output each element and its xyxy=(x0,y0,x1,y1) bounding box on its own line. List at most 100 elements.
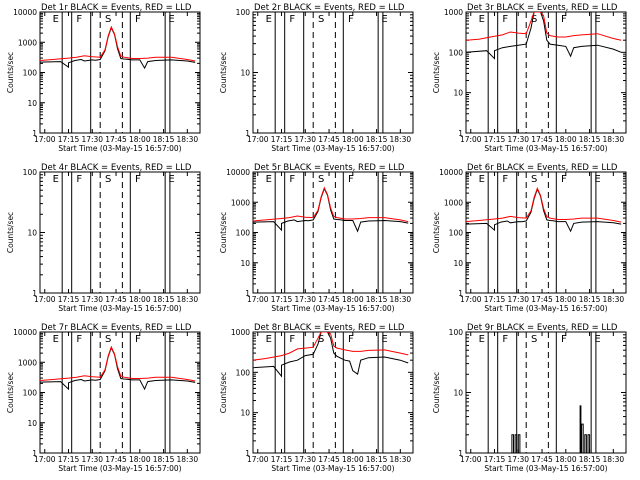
x-tick-label: 17:30 xyxy=(507,295,529,304)
interval-label: E xyxy=(266,174,272,185)
plot-frame xyxy=(465,331,627,454)
x-tick-label: 17:45 xyxy=(318,295,340,304)
y-tick-label: 100 xyxy=(449,328,464,337)
y-tick-label: 1000 xyxy=(18,38,37,47)
interval-label: F xyxy=(289,14,295,25)
interval-label: S xyxy=(318,14,324,25)
x-tick-label: 18:30 xyxy=(603,135,625,144)
series-lld-line xyxy=(466,186,622,223)
panel-title: Det 8r BLACK = Events, RED = LLD xyxy=(254,323,405,333)
plot-frame xyxy=(252,11,414,134)
y-tick-label: 10 xyxy=(240,259,250,268)
x-axis-label: Start Time (03-May-15 16:57:00) xyxy=(58,304,181,313)
plot-frame xyxy=(465,11,627,134)
x-tick-label: 18:00 xyxy=(342,295,364,304)
panel-title: Det 4r BLACK = Events, RED = LLD xyxy=(41,163,192,173)
y-tick-label: 100 xyxy=(23,168,38,177)
interval-label: S xyxy=(531,174,537,185)
y-axis-label: Counts/sec xyxy=(432,212,441,253)
x-tick-label: 17:15 xyxy=(484,455,506,464)
series-lld-line xyxy=(466,12,622,41)
interval-label: E xyxy=(168,14,174,25)
interval-label: F xyxy=(76,14,82,25)
x-tick-label: 18:15 xyxy=(579,455,601,464)
series-events-line xyxy=(466,187,622,233)
plot-frame xyxy=(39,11,201,134)
x-tick-label: 17:45 xyxy=(531,135,553,144)
x-tick-label: 17:45 xyxy=(105,135,127,144)
y-axis-label: Counts/sec xyxy=(6,212,15,253)
interval-label: E xyxy=(381,14,387,25)
x-tick-label: 17:30 xyxy=(294,135,316,144)
panel-title: Det 3r BLACK = Events, RED = LLD xyxy=(467,3,618,13)
x-tick-label: 18:30 xyxy=(390,295,412,304)
x-tick-label: 17:00 xyxy=(247,455,269,464)
interval-label: F xyxy=(289,334,295,345)
x-tick-label: 18:30 xyxy=(177,455,199,464)
x-tick-label: 18:30 xyxy=(177,135,199,144)
interval-label: F xyxy=(348,14,354,25)
x-tick-label: 18:15 xyxy=(366,135,388,144)
series-events-line xyxy=(466,12,622,60)
interval-label: F xyxy=(561,334,567,345)
y-tick-label: 10 xyxy=(453,259,463,268)
interval-label: E xyxy=(266,334,272,345)
interval-label: F xyxy=(289,174,295,185)
interval-label: F xyxy=(135,14,141,25)
interval-label: E xyxy=(479,334,485,345)
y-tick-label: 10 xyxy=(240,69,250,78)
x-tick-label: 17:15 xyxy=(58,455,80,464)
x-tick-label: 18:30 xyxy=(603,295,625,304)
interval-label: E xyxy=(53,334,59,345)
series-lld-line xyxy=(40,345,196,382)
x-tick-label: 17:00 xyxy=(247,135,269,144)
x-tick-label: 18:15 xyxy=(153,455,175,464)
interval-label: E xyxy=(53,14,59,25)
y-tick-label: 1 xyxy=(245,129,250,138)
interval-label: F xyxy=(76,174,82,185)
y-tick-label: 1000 xyxy=(18,358,37,367)
x-tick-label: 18:00 xyxy=(129,135,151,144)
x-tick-label: 18:15 xyxy=(153,295,175,304)
y-axis-label: Counts/sec xyxy=(219,52,228,93)
series-lld-line xyxy=(40,25,196,62)
x-tick-label: 18:15 xyxy=(366,295,388,304)
y-axis-label: Counts/sec xyxy=(6,52,15,93)
y-tick-label: 10 xyxy=(27,99,37,108)
x-tick-label: 17:00 xyxy=(460,135,482,144)
x-axis-label: Start Time (03-May-15 16:57:00) xyxy=(58,464,181,473)
x-tick-label: 17:30 xyxy=(294,295,316,304)
y-tick-label: 10 xyxy=(27,419,37,428)
y-axis-label: Counts/sec xyxy=(432,372,441,413)
series-events-line xyxy=(253,187,409,233)
series-lld-line xyxy=(253,332,409,361)
x-tick-label: 17:45 xyxy=(531,295,553,304)
y-tick-label: 1000 xyxy=(231,198,250,207)
y-tick-label: 100 xyxy=(449,229,464,238)
x-tick-label: 17:15 xyxy=(271,295,293,304)
x-tick-label: 17:45 xyxy=(318,135,340,144)
interval-label: F xyxy=(561,14,567,25)
y-tick-label: 100 xyxy=(236,368,251,377)
panel-title: Det 6r BLACK = Events, RED = LLD xyxy=(467,163,618,173)
y-tick-label: 1000 xyxy=(444,198,463,207)
y-tick-label: 10 xyxy=(240,409,250,418)
x-axis-label: Start Time (03-May-15 16:57:00) xyxy=(484,304,607,313)
interval-label: F xyxy=(502,334,508,345)
x-tick-label: 18:00 xyxy=(555,455,577,464)
y-tick-label: 100 xyxy=(236,229,251,238)
y-axis-label: Counts/sec xyxy=(6,372,15,413)
x-tick-label: 17:15 xyxy=(58,135,80,144)
interval-label: F xyxy=(135,174,141,185)
y-tick-label: 10 xyxy=(27,229,37,238)
y-tick-label: 1 xyxy=(32,289,37,298)
interval-label: E xyxy=(266,14,272,25)
interval-label: E xyxy=(168,334,174,345)
x-tick-label: 17:15 xyxy=(484,135,506,144)
interval-label: E xyxy=(381,174,387,185)
interval-label: S xyxy=(318,334,324,345)
panel-title: Det 2r BLACK = Events, RED = LLD xyxy=(254,3,405,13)
x-axis-label: Start Time (03-May-15 16:57:00) xyxy=(484,464,607,473)
